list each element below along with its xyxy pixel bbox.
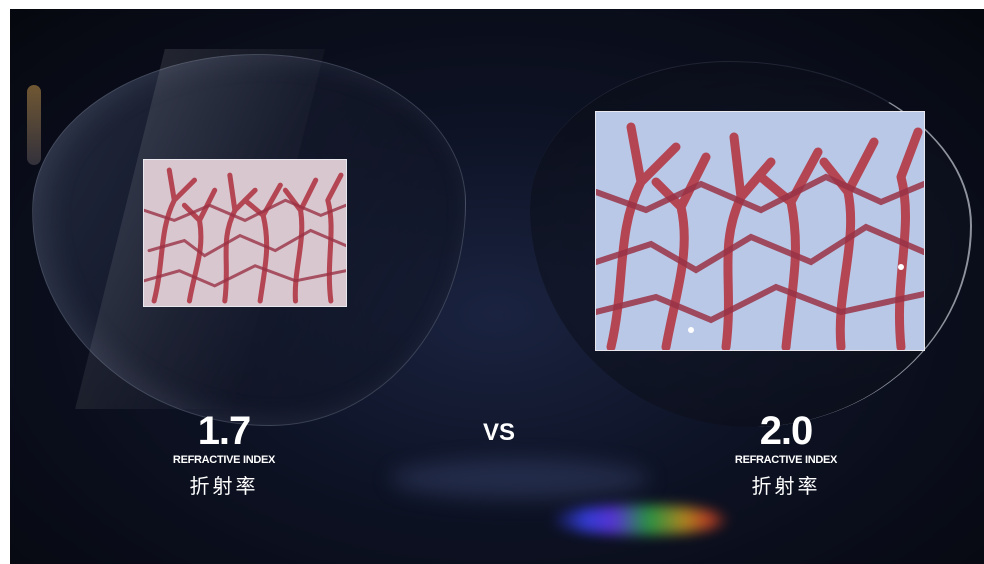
right-index-label: 2.0 REFRACTIVE INDEX 折射率 — [696, 411, 876, 499]
center-glow — [390, 459, 650, 499]
right-index-value: 2.0 — [759, 409, 814, 453]
left-index-cn: 折射率 — [189, 476, 259, 498]
left-index-label: 1.7 REFRACTIVE INDEX 折射率 — [134, 411, 314, 499]
vs-label: VS — [483, 419, 516, 446]
left-index-value: 1.7 — [197, 409, 252, 453]
coral-image-large — [595, 111, 925, 351]
spectrum-glow — [550, 505, 730, 535]
right-index-subtitle: REFRACTIVE INDEX — [734, 454, 838, 466]
comparison-scene: 1.7 REFRACTIVE INDEX 折射率 VS 2.0 REFRACTI… — [10, 9, 984, 564]
left-index-subtitle: REFRACTIVE INDEX — [172, 454, 276, 466]
coral-image-small — [143, 159, 347, 307]
right-index-cn: 折射率 — [751, 476, 821, 498]
